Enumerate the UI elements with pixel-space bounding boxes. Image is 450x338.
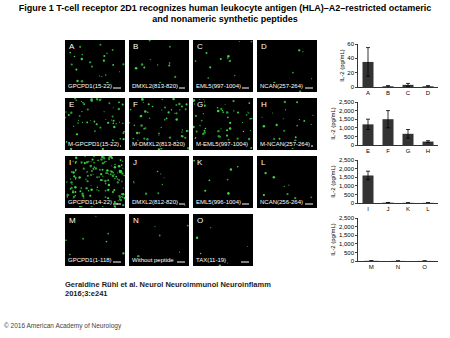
html-text:N: N (133, 216, 139, 225)
html-text:DMXL2(812-820): DMXL2(812-820) (132, 199, 178, 205)
svg-text:2,500: 2,500 (339, 99, 355, 105)
svg-text:40: 40 (347, 55, 354, 61)
html-text:D: D (261, 42, 267, 51)
html-text:GPCPD1(15-22): GPCPD1(15-22) (68, 83, 112, 89)
svg-text:1,000: 1,000 (339, 183, 355, 189)
svg-text:I: I (367, 206, 369, 212)
svg-text:N: N (396, 264, 400, 270)
svg-text:B: B (386, 90, 390, 96)
svg-text:D: D (426, 90, 431, 96)
svg-text:0: 0 (351, 84, 355, 90)
svg-text:1,000: 1,000 (339, 125, 355, 131)
svg-text:J: J (387, 206, 390, 212)
html-text:G: G (197, 100, 204, 109)
svg-text:2,000: 2,000 (339, 166, 355, 172)
svg-text:IL-2 (pg/mL): IL-2 (pg/mL) (330, 223, 336, 256)
html-text:A: A (69, 42, 75, 51)
html-text:TAX(11-19): TAX(11-19) (196, 257, 227, 263)
html-text:M: M (69, 216, 76, 225)
html-text:E: E (69, 100, 75, 109)
html-text:Geraldine Rühl et al. Neurol N: Geraldine Rühl et al. Neurol Neuroimmuno… (65, 280, 271, 298)
svg-text:0: 0 (351, 142, 355, 148)
svg-text:E: E (366, 148, 370, 154)
svg-text:1,500: 1,500 (339, 232, 355, 238)
svg-text:K: K (406, 206, 410, 212)
svg-text:0: 0 (351, 200, 355, 206)
html-text:O: O (197, 216, 204, 225)
svg-text:G: G (406, 148, 411, 154)
svg-text:2,000: 2,000 (339, 224, 355, 230)
svg-text:M: M (369, 264, 374, 270)
html-text:M-NCAN(257-264): M-NCAN(257-264) (260, 141, 310, 147)
html-text:C: C (197, 42, 203, 51)
html-text:Without peptide: Without peptide (132, 257, 174, 263)
svg-text:1,000: 1,000 (339, 241, 355, 247)
html-text:K: K (197, 158, 203, 167)
html-text:F: F (133, 100, 138, 109)
svg-text:0: 0 (351, 258, 355, 264)
svg-text:IL-2 (pg/mL): IL-2 (pg/mL) (330, 165, 336, 198)
svg-text:1,500: 1,500 (339, 116, 355, 122)
svg-text:F: F (386, 148, 390, 154)
html-text:M-GPCPD1(15-22): M-GPCPD1(15-22) (68, 141, 119, 147)
html-text:B: B (133, 42, 139, 51)
html-text:EML5(996-1004): EML5(996-1004) (196, 199, 241, 205)
html-text:EML5(997-1004): EML5(997-1004) (196, 83, 241, 89)
html-text:L: L (261, 158, 266, 167)
html-text:© 2016 American Academy of Neu: © 2016 American Academy of Neurology (4, 322, 122, 329)
svg-text:2,500: 2,500 (339, 157, 355, 163)
html-text:I: I (69, 158, 72, 167)
svg-text:H: H (426, 148, 430, 154)
svg-text:A: A (366, 90, 370, 96)
svg-text:20: 20 (347, 70, 354, 76)
svg-text:2,000: 2,000 (339, 108, 355, 114)
svg-text:L: L (426, 206, 430, 212)
html-text:GPCPD1(1-118): GPCPD1(1-118) (68, 257, 112, 263)
svg-text:500: 500 (344, 250, 355, 256)
svg-text:1,500: 1,500 (339, 174, 355, 180)
html-text:GPCPD1(14-22): GPCPD1(14-22) (68, 199, 112, 205)
html-text:NCAN(256-264): NCAN(256-264) (260, 199, 303, 205)
svg-text:O: O (422, 264, 427, 270)
svg-text:500: 500 (344, 134, 355, 140)
svg-text:2,500: 2,500 (339, 215, 355, 221)
html-text:M-EML5(997-1004): M-EML5(997-1004) (196, 141, 248, 147)
svg-text:500: 500 (344, 192, 355, 198)
html-text:H: H (261, 100, 267, 109)
html-text:M-DMXL2(813-820): M-DMXL2(813-820) (132, 141, 185, 147)
html-text:Figure 1 T-cell receptor 2D1 r: Figure 1 T-cell receptor 2D1 recognizes … (18, 3, 432, 24)
svg-text:IL-2 (pg/mL): IL-2 (pg/mL) (330, 107, 336, 140)
svg-text:60: 60 (347, 41, 354, 47)
svg-text:IL-2 (pg/mL): IL-2 (pg/mL) (339, 49, 345, 82)
html-text:J: J (133, 158, 137, 167)
html-text:DMXL2(813-820): DMXL2(813-820) (132, 83, 178, 89)
svg-text:C: C (406, 90, 411, 96)
html-text:NCAN(257-264): NCAN(257-264) (260, 83, 303, 89)
